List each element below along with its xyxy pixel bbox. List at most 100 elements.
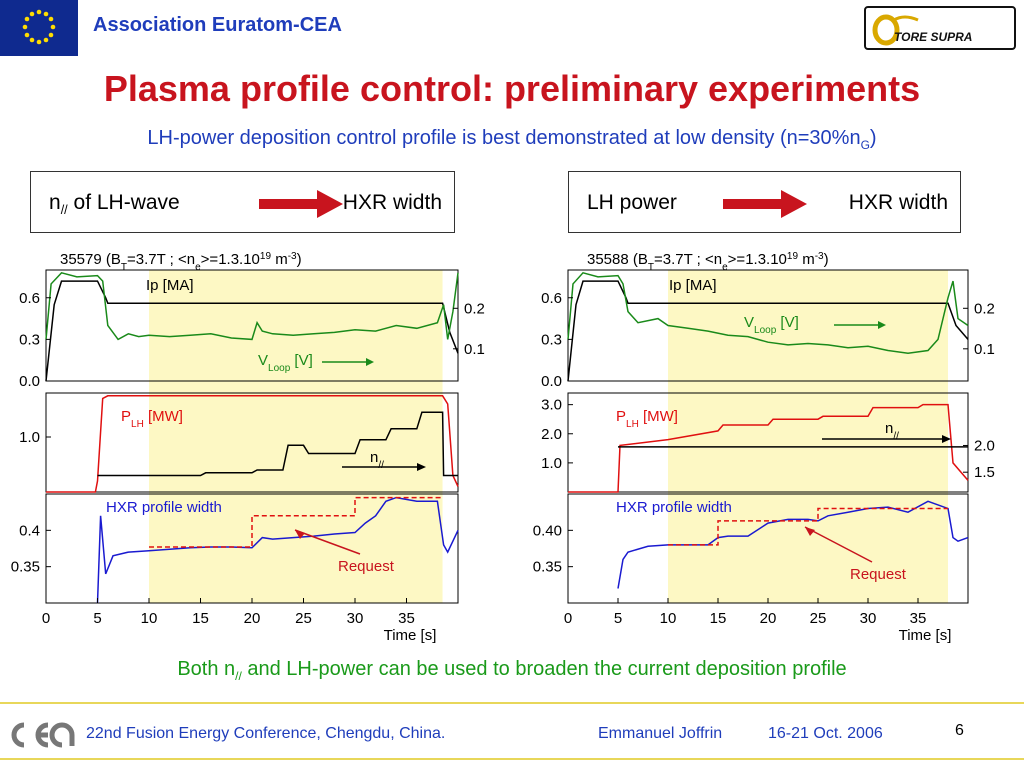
y2-tick-label: 0.1 — [974, 341, 995, 358]
y-tick-label: 0.3 — [541, 331, 562, 348]
concept-box-npar: n// of LH-wave HXR width — [30, 171, 455, 233]
x-tick-label: 10 — [141, 610, 158, 627]
request-pointer-line — [804, 526, 873, 563]
y-tick-label: 0.40 — [533, 522, 562, 539]
box-right-label: HXR width — [342, 191, 442, 214]
y-tick-label: 0.6 — [19, 290, 40, 307]
panel-frame — [45, 269, 459, 382]
x-tick-label: 30 — [347, 610, 364, 627]
y-tick-label: 0.4 — [19, 522, 40, 539]
arrow-right-icon — [259, 190, 343, 218]
label-ip: Ip [MA] — [669, 277, 717, 294]
highlight-band — [149, 270, 443, 603]
footer-author: Emmanuel Joffrin — [598, 725, 723, 742]
series-line-ip-ma- — [45, 280, 459, 382]
x-axis-label: Time [s] — [899, 627, 952, 644]
x-tick-label: 5 — [93, 610, 101, 627]
series-line-vloop-v- — [567, 271, 969, 355]
npar-arrowhead-icon — [942, 435, 951, 443]
x-tick-label: 25 — [810, 610, 827, 627]
concept-box-lh-power: LH power HXR width — [568, 171, 961, 233]
header-organization: Association Euratom-CEA — [93, 14, 342, 36]
label-npar: n// — [370, 449, 384, 471]
panel-frame — [567, 392, 969, 493]
x-tick-label: 35 — [398, 610, 415, 627]
box-right-label: HXR width — [848, 191, 948, 214]
y-tick-label: 0.0 — [541, 373, 562, 390]
y2-tick-label: 0.2 — [974, 300, 995, 317]
eu-stars-icon — [22, 9, 56, 45]
page-subtitle: LH-power deposition control profile is b… — [147, 127, 877, 152]
chart-shot-35588: 35588 (BT=3.7T ; <ne>=1.3.1019 m-3) 0.6 0.… — [533, 251, 995, 645]
x-tick-label: 10 — [660, 610, 677, 627]
highlight-band — [668, 270, 948, 603]
request-pointer-line — [294, 529, 361, 555]
x-tick-label: 15 — [192, 610, 209, 627]
panel-frame — [45, 392, 459, 493]
cea-logo — [11, 722, 75, 748]
y2-tick-label: 0.1 — [464, 341, 485, 358]
tore-supra-logo: TORE SUPRA — [864, 6, 1016, 50]
series-line-hxr-profile-width — [617, 500, 969, 589]
series-line-plh-mw- — [46, 395, 459, 493]
x-axis-label: Time [s] — [384, 627, 437, 644]
footer-divider — [0, 702, 1024, 704]
label-vloop: VLoop [V] — [258, 352, 313, 374]
y-tick-label: 3.0 — [541, 397, 562, 414]
y-tick-label: 0.3 — [19, 331, 40, 348]
footer-divider — [0, 758, 1024, 760]
vloop-arrowhead-icon — [878, 321, 886, 329]
x-tick-label: 30 — [860, 610, 877, 627]
tore-supra-mark-icon — [872, 14, 919, 46]
x-tick-label: 20 — [760, 610, 777, 627]
request-arrowhead-icon — [295, 530, 305, 539]
label-request: Request — [338, 558, 395, 575]
page-title: Plasma profile control: preliminary expe… — [103, 68, 921, 109]
label-plh: PLH [MW] — [121, 408, 183, 430]
series-line-n- — [97, 411, 458, 477]
vloop-arrowhead-icon — [366, 358, 374, 366]
series-line-request — [668, 507, 948, 546]
box-left-label: n// of LH-wave — [49, 191, 180, 218]
series-line-plh-mw- — [568, 403, 969, 493]
request-arrowhead-icon — [805, 527, 815, 536]
series-line-request — [149, 496, 443, 548]
chart-title: 35588 (BT=3.7T ; <ne>=1.3.1019 m-3) — [587, 251, 829, 273]
label-npar: n// — [885, 420, 899, 442]
y-tick-label: 2.0 — [541, 426, 562, 443]
label-hxr: HXR profile width — [106, 499, 222, 516]
chart-shot-35579: 35579 (BT=3.7T ; <ne>=1.3.1019 m-3) 0.6 0.… — [11, 251, 485, 645]
x-tick-label: 35 — [910, 610, 927, 627]
y-tick-label: 1.0 — [541, 455, 562, 472]
label-vloop: VLoop [V] — [744, 314, 799, 336]
footer-conference: 22nd Fusion Energy Conference, Chengdu, … — [86, 725, 446, 742]
y-tick-label: 0.0 — [19, 373, 40, 390]
npar-arrowhead-icon — [417, 463, 426, 471]
page-number: 6 — [955, 722, 964, 739]
x-tick-label: 0 — [42, 610, 50, 627]
y-tick-label: 1.0 — [19, 429, 40, 446]
series-line-vloop-v- — [45, 271, 459, 341]
arrow-right-icon — [723, 190, 807, 218]
y-tick-label: 0.6 — [541, 290, 562, 307]
y-tick-label: 0.35 — [11, 559, 40, 576]
x-tick-label: 15 — [710, 610, 727, 627]
label-ip: Ip [MA] — [146, 277, 194, 294]
tore-supra-logo-text: TORE SUPRA — [894, 30, 973, 44]
x-tick-label: 5 — [614, 610, 622, 627]
label-plh: PLH [MW] — [616, 408, 678, 430]
conclusion-text: Both n// and LH-power can be used to bro… — [177, 658, 847, 683]
label-hxr: HXR profile width — [616, 499, 732, 516]
y-tick-label: 0.35 — [533, 559, 562, 576]
series-line-hxr-profile-width — [96, 496, 459, 604]
x-tick-label: 0 — [564, 610, 572, 627]
x-tick-label: 25 — [295, 610, 312, 627]
y2-tick-label: 0.2 — [464, 300, 485, 317]
y2-tick-label: 2.0 — [974, 437, 995, 454]
box-left-label: LH power — [587, 191, 677, 214]
footer-dates: 16-21 Oct. 2006 — [768, 725, 883, 742]
y2-tick-label: 1.5 — [974, 464, 995, 481]
series-line-ip-ma- — [567, 280, 969, 382]
label-request: Request — [850, 566, 907, 583]
chart-title: 35579 (BT=3.7T ; <ne>=1.3.1019 m-3) — [60, 251, 302, 273]
